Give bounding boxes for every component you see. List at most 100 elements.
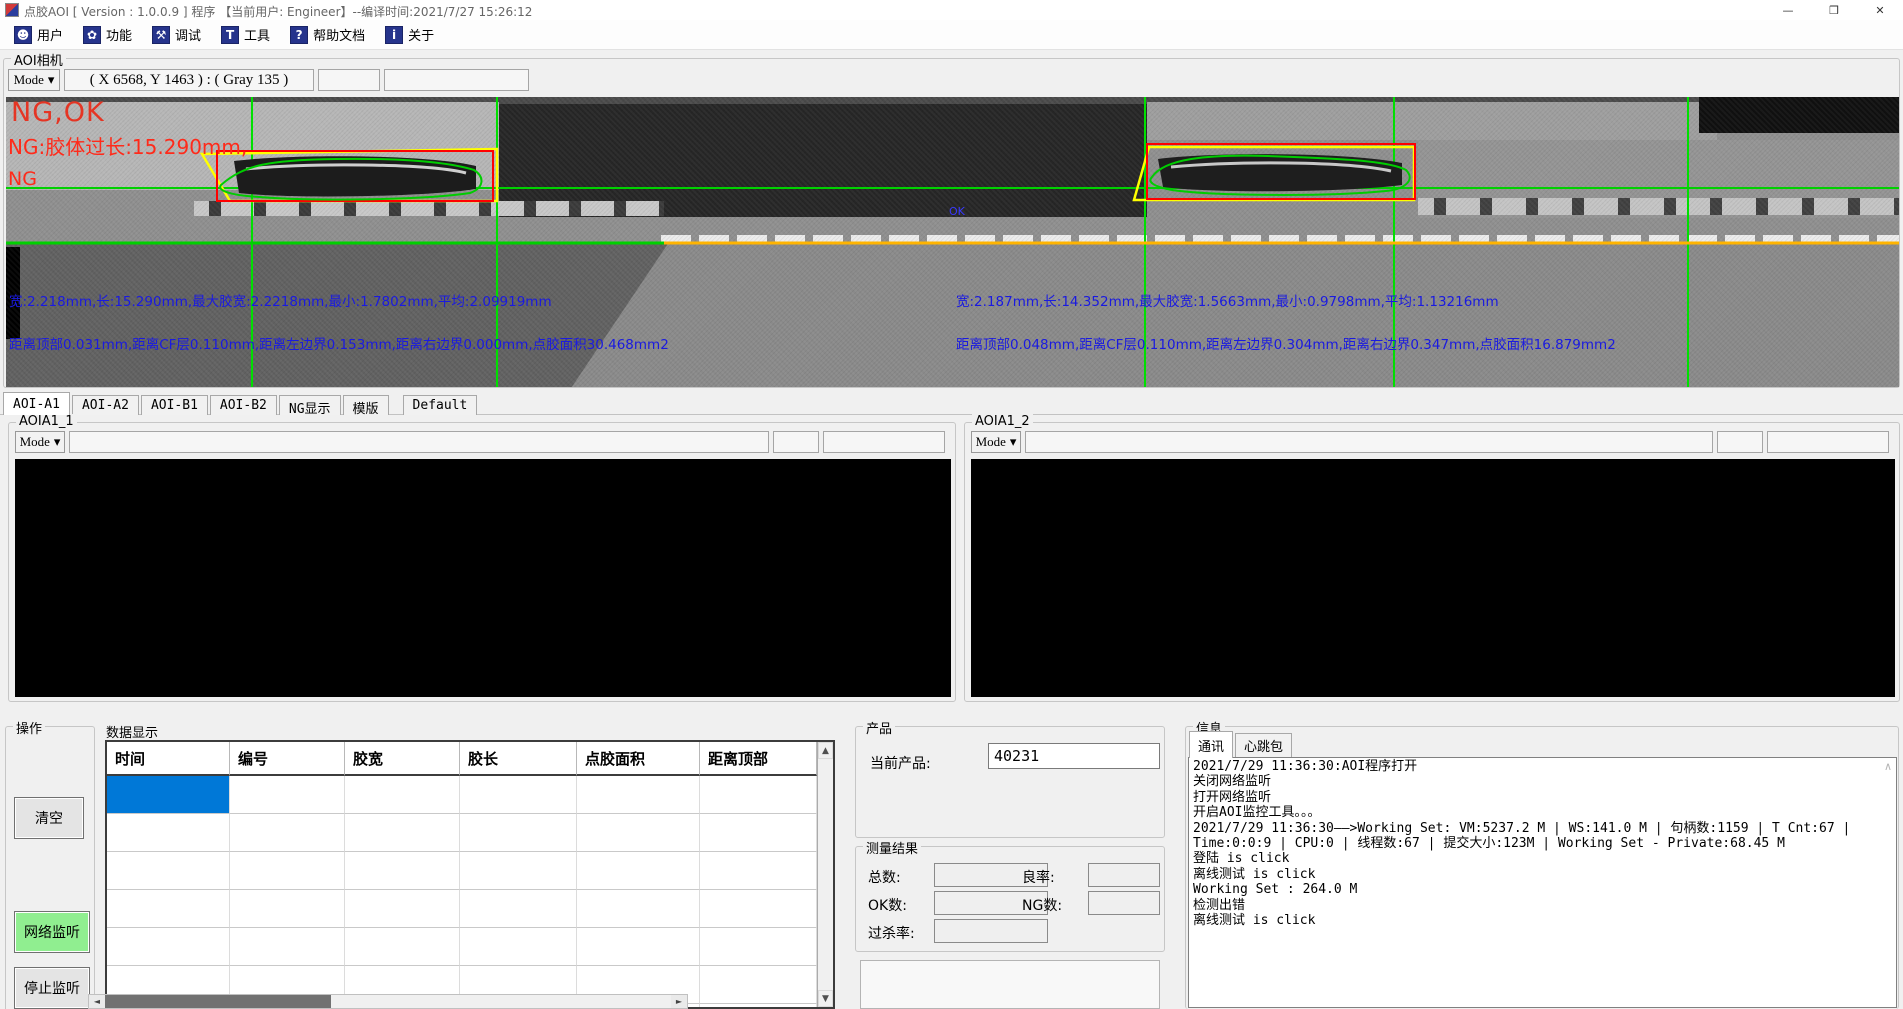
tab-template[interactable]: 模版 bbox=[342, 395, 389, 417]
table-cell[interactable] bbox=[460, 928, 577, 966]
table-cell[interactable] bbox=[345, 852, 460, 890]
table-cell[interactable] bbox=[577, 852, 700, 890]
log-scroll-up-icon[interactable]: ∧ bbox=[1883, 760, 1892, 773]
aoia1-1-image-view[interactable] bbox=[15, 459, 951, 697]
column-header-id[interactable]: 编号 bbox=[230, 742, 345, 776]
aoia1-1-field-2 bbox=[823, 431, 945, 453]
table-cell[interactable] bbox=[107, 852, 230, 890]
column-header-dist-top[interactable]: 距离顶部 bbox=[700, 742, 817, 776]
table-cell[interactable] bbox=[345, 814, 460, 852]
table-vertical-scrollbar[interactable]: ▲ ▼ bbox=[817, 742, 833, 1007]
total-label: 总数: bbox=[868, 870, 901, 886]
aoia1-2-mode-dropdown[interactable]: Mode ▾ bbox=[971, 431, 1021, 453]
current-product-input[interactable]: 40231 bbox=[988, 743, 1160, 769]
menu-help[interactable]: ? 帮助文档 bbox=[282, 22, 373, 47]
tab-heartbeat[interactable]: 心跳包 bbox=[1235, 733, 1293, 758]
table-cell[interactable] bbox=[700, 928, 817, 966]
tab-aoi-a1[interactable]: AOI-A1 bbox=[3, 392, 70, 415]
table-cell[interactable] bbox=[107, 814, 230, 852]
chevron-down-icon: ▾ bbox=[47, 72, 55, 87]
minimize-button[interactable]: — bbox=[1782, 3, 1794, 17]
table-cell[interactable] bbox=[577, 928, 700, 966]
close-button[interactable]: ✕ bbox=[1875, 3, 1885, 17]
table-cell[interactable] bbox=[230, 852, 345, 890]
table-cell[interactable] bbox=[700, 890, 817, 928]
table-cell[interactable] bbox=[700, 814, 817, 852]
aoia1-2-panel: AOIA1_2 Mode ▾ bbox=[964, 414, 1900, 702]
table-cell[interactable] bbox=[230, 928, 345, 966]
wrench-icon: ⚒ bbox=[152, 25, 171, 44]
aoia1-2-field-2 bbox=[1767, 431, 1889, 453]
scroll-left-icon[interactable]: ◄ bbox=[89, 995, 105, 1008]
table-cell[interactable] bbox=[700, 966, 817, 1004]
aoi-camera-group: AOI相机 Mode ▾ ( X 6568, Y 1463 ) : ( Gray… bbox=[3, 50, 1900, 388]
product-group: 产品 当前产品: 40231 bbox=[855, 718, 1165, 838]
aoi-tab-strip: AOI-A1 AOI-A2 AOI-B1 AOI-B2 NG显示 模版 Defa… bbox=[3, 392, 479, 417]
menu-function[interactable]: ✿ 功能 bbox=[75, 22, 140, 47]
log-line: Working Set : 264.0 M bbox=[1193, 882, 1358, 898]
menu-about[interactable]: i 关于 bbox=[377, 22, 442, 47]
table-cell[interactable] bbox=[107, 928, 230, 966]
tab-aoi-b2[interactable]: AOI-B2 bbox=[209, 395, 277, 415]
operations-label: 操作 bbox=[13, 718, 46, 737]
scrollbar-thumb[interactable] bbox=[105, 995, 331, 1008]
table-cell[interactable] bbox=[460, 776, 577, 814]
stop-listen-button[interactable]: 停止监听 bbox=[14, 967, 90, 1009]
table-cell[interactable] bbox=[460, 852, 577, 890]
table-cell[interactable] bbox=[577, 890, 700, 928]
comm-log[interactable]: 2021/7/29 11:36:30:AOI程序打开 关闭网络监听 打开网络监听… bbox=[1188, 757, 1897, 1008]
tab-aoi-a2[interactable]: AOI-A2 bbox=[71, 395, 139, 415]
column-header-glue-area[interactable]: 点胶面积 bbox=[577, 742, 700, 776]
menu-user[interactable]: ☻ 用户 bbox=[6, 22, 71, 47]
tab-ng-display[interactable]: NG显示 bbox=[278, 395, 341, 417]
chevron-down-icon: ▾ bbox=[53, 434, 61, 449]
camera-mode-dropdown[interactable]: Mode ▾ bbox=[8, 69, 60, 91]
table-cell[interactable] bbox=[700, 776, 817, 814]
table-cell[interactable] bbox=[577, 1004, 700, 1007]
total-field bbox=[934, 863, 1048, 887]
scrollbar-track[interactable] bbox=[331, 995, 671, 1008]
network-listen-button[interactable]: 网络监听 bbox=[14, 911, 90, 953]
ng-reason-text: NG:胶体过长:15.290mm, bbox=[8, 135, 248, 159]
chevron-down-icon: ▾ bbox=[1009, 434, 1017, 449]
tab-comm[interactable]: 通讯 bbox=[1189, 731, 1234, 758]
tab-strip-line bbox=[0, 414, 1903, 415]
maximize-button[interactable]: ❒ bbox=[1829, 3, 1839, 17]
table-cell[interactable] bbox=[230, 776, 345, 814]
operations-group: 操作 清空 网络监听 停止监听 bbox=[5, 718, 95, 1009]
table-cell[interactable] bbox=[345, 890, 460, 928]
scroll-right-icon[interactable]: ► bbox=[671, 995, 687, 1008]
log-line: 2021/7/29 11:36:30——>Working Set: VM:523… bbox=[1193, 820, 1851, 836]
menu-tools[interactable]: T 工具 bbox=[213, 22, 278, 47]
table-cell[interactable] bbox=[345, 776, 460, 814]
table-cell[interactable] bbox=[700, 1004, 817, 1007]
table-cell[interactable] bbox=[577, 776, 700, 814]
left-measurement-line2: 距离顶部0.031mm,距离CF层0.110mm,距离左边界0.153mm,距离… bbox=[9, 337, 669, 353]
table-cell[interactable] bbox=[460, 890, 577, 928]
tab-aoi-b1[interactable]: AOI-B1 bbox=[140, 395, 208, 415]
clear-button[interactable]: 清空 bbox=[14, 797, 84, 839]
camera-image-view[interactable]: NG,OK NG:胶体过长:15.290mm, NG OK 宽:2.218mm,… bbox=[6, 97, 1899, 387]
table-cell-selected[interactable] bbox=[107, 776, 230, 814]
aoia1-1-mode-dropdown[interactable]: Mode ▾ bbox=[15, 431, 65, 453]
results-label: 测量结果 bbox=[863, 838, 922, 857]
table-cell[interactable] bbox=[230, 814, 345, 852]
log-line: 离线测试 is click bbox=[1193, 913, 1316, 929]
menu-debug[interactable]: ⚒ 调试 bbox=[144, 22, 209, 47]
column-header-time[interactable]: 时间 bbox=[107, 742, 230, 776]
table-horizontal-scrollbar[interactable]: ◄ ► bbox=[88, 994, 688, 1009]
table-cell[interactable] bbox=[230, 890, 345, 928]
table-cell[interactable] bbox=[460, 814, 577, 852]
scroll-up-icon[interactable]: ▲ bbox=[818, 742, 833, 759]
column-header-glue-length[interactable]: 胶长 bbox=[460, 742, 577, 776]
table-cell[interactable] bbox=[700, 852, 817, 890]
aoia1-2-image-view[interactable] bbox=[971, 459, 1895, 697]
column-header-glue-width[interactable]: 胶宽 bbox=[345, 742, 460, 776]
table-cell[interactable] bbox=[345, 928, 460, 966]
ng-count-label: NG数: bbox=[1022, 898, 1063, 914]
table-cell[interactable] bbox=[577, 814, 700, 852]
scroll-down-icon[interactable]: ▼ bbox=[818, 990, 833, 1007]
log-line: 开启AOI监控工具。。。 bbox=[1193, 805, 1321, 821]
tab-default[interactable]: Default bbox=[402, 395, 478, 415]
table-cell[interactable] bbox=[107, 890, 230, 928]
